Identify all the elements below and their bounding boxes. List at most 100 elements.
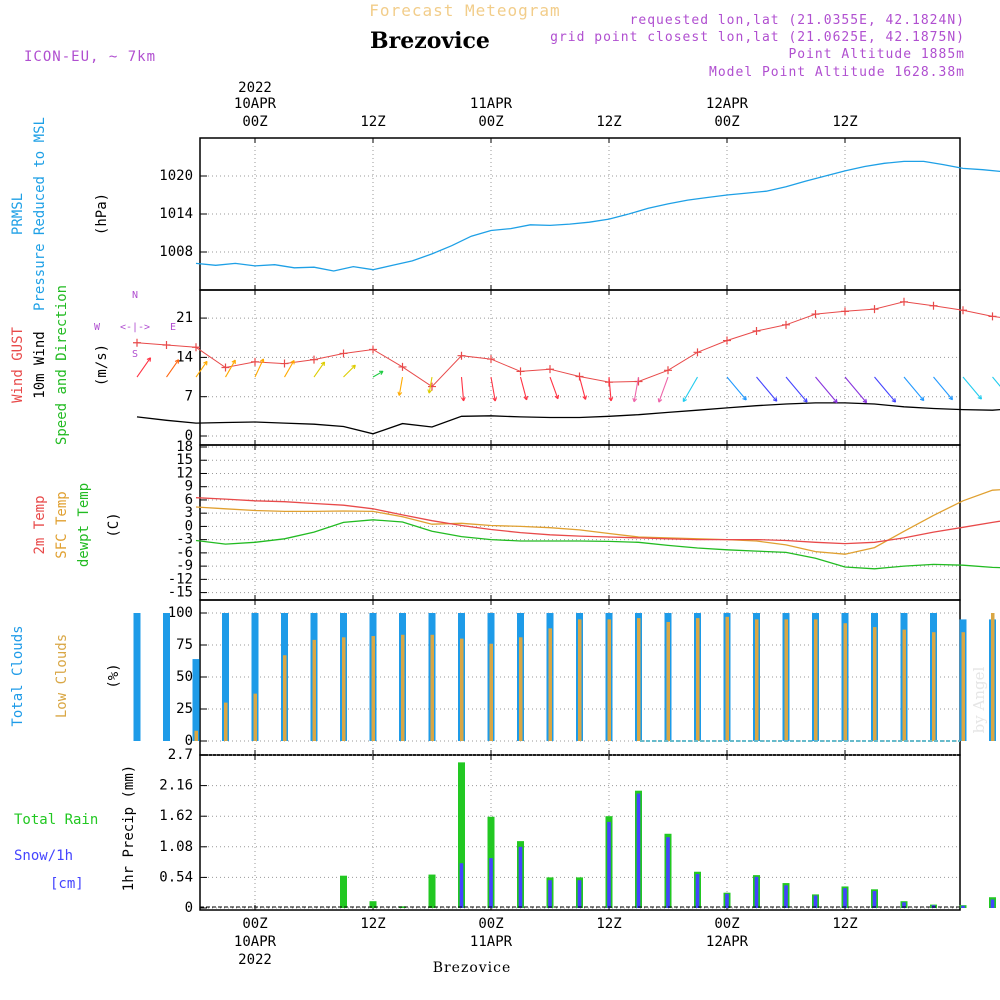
temperature-ytick-label: -6 [176, 545, 193, 561]
precip-ytick-label: 0.54 [159, 869, 193, 885]
wind-arrow [992, 376, 1000, 387]
snow-bar [695, 874, 700, 908]
rain-bar [399, 906, 406, 908]
compass-n: N [132, 290, 138, 301]
bottom-hour-label: 00Z [714, 916, 739, 932]
wind-arrow [933, 376, 954, 401]
temperature-ytick-label: 0 [185, 518, 193, 534]
low-cloud-bar [755, 619, 759, 741]
cloud-unit: (%) [106, 663, 122, 688]
wind-ylabel-1: 10m Wind [32, 331, 48, 398]
pressure-line [195, 160, 1000, 272]
time-axis-bottom: 00Z 10APR 2022 12Z 00Z 11APR 12Z 00Z 12APR 12Z [234, 916, 858, 968]
low-cloud-bar [637, 618, 641, 741]
wind-arrow [903, 376, 925, 402]
precip-ytick-label: 0 [185, 900, 193, 916]
wind-ytick-label: 21 [176, 310, 193, 326]
precip-ytick-label: 2.16 [159, 778, 193, 794]
snow-bar [843, 888, 847, 908]
wind-gust-point [929, 301, 938, 310]
temperature-ytick-label: -15 [168, 585, 193, 601]
temp-unit: (C) [106, 512, 122, 537]
low-cloud-bar [430, 634, 434, 741]
wind-arrow [785, 376, 808, 403]
snow-bar [666, 837, 670, 908]
top-date-label: 10APR [234, 96, 277, 112]
total-cloud-bar [192, 659, 200, 741]
wind-ylabel-0: Wind GUST [10, 327, 26, 403]
top-hour-label: 12Z [360, 114, 385, 130]
wind-gust-point [516, 367, 525, 376]
wind-arrow [460, 376, 466, 402]
temperature-ytick-label: 15 [176, 452, 193, 468]
temp-ylabel-1: SFC Temp [54, 491, 70, 558]
wind-gust-point [221, 363, 230, 372]
total-cloud-bar [133, 613, 141, 741]
compass-w: W [94, 322, 101, 333]
dewpt-line [195, 519, 1000, 570]
bottom-hour-label: 12Z [596, 916, 621, 932]
wind-ytick-label: 0 [185, 428, 193, 444]
bottom-date-label: 10APR [234, 934, 277, 950]
low-cloud-bar [312, 639, 316, 741]
snow-bar [725, 893, 729, 908]
wind-arrow [372, 370, 384, 378]
wind-arrow [136, 357, 152, 378]
temp-ylabel-2: dewpt Temp [76, 483, 92, 567]
precip-unit: 1hr Precip (mm) [121, 765, 137, 891]
wind-gust-point [457, 351, 466, 360]
wind-gust-point [575, 372, 584, 381]
point-altitude: Point Altitude 1885m [788, 47, 965, 62]
snow-bar [990, 899, 995, 908]
wind-frame [199, 289, 961, 446]
snow-bar [902, 902, 906, 908]
snow-bar [548, 880, 552, 908]
rain-bar [340, 875, 347, 908]
low-cloud-bar [253, 693, 257, 741]
watermark: by Angel [970, 666, 988, 733]
wind-ylabel-2: Speed and Direction [54, 285, 70, 445]
wind-arrow [756, 376, 778, 402]
low-cloud-bar [548, 628, 552, 741]
temperature-ytick-label: 12 [176, 465, 193, 481]
low-cloud-bar [194, 730, 198, 741]
total-cloud-bar [163, 613, 170, 741]
snow-bar [961, 905, 965, 908]
wind-arrow [657, 376, 669, 403]
pressure-ylabel-0: PRMSL [10, 193, 26, 235]
compass-e: E [170, 322, 176, 333]
wind-gust-point [900, 297, 908, 306]
bottom-hour-label: 12Z [832, 916, 857, 932]
snow-bar [813, 895, 818, 908]
model-altitude: Model Point Altitude 1628.38m [709, 65, 965, 80]
wind-ytick-label: 14 [176, 349, 193, 365]
wind-arrow [844, 376, 868, 404]
cloud-ylabel-0: Total Clouds [10, 625, 26, 726]
wind-arrow [962, 376, 983, 400]
wind-arrow [254, 358, 265, 378]
wind-gust-point [841, 307, 849, 316]
footer-location: Brezovice [433, 960, 512, 976]
wind-arrow [427, 376, 433, 394]
wind-gust-point [664, 366, 672, 375]
pressure-panel: 1008 1014 1020 PRMSL Pressure Reduced to MSL… [10, 117, 1000, 311]
model-label: ICON-EU, ~ 7km [24, 49, 156, 65]
t2m-line [195, 497, 1000, 545]
snow-bar [489, 858, 493, 908]
snow-unit-label: [cm] [50, 876, 84, 892]
rain-bar [428, 874, 436, 908]
wind-gust-point [398, 362, 407, 371]
pressure-ylabel-1: Pressure Reduced to MSL [32, 117, 48, 311]
bottom-hour-label: 00Z [242, 916, 267, 932]
low-cloud-bar [843, 623, 847, 741]
low-cloud-bar [519, 637, 523, 741]
top-hour-label: 00Z [478, 114, 503, 130]
wind-arrow [682, 376, 698, 403]
snow-bar [872, 891, 877, 908]
top-hour-label: 00Z [242, 114, 267, 130]
wind-arrow [578, 376, 587, 400]
low-cloud-bar [401, 634, 405, 741]
clouds-ytick-label: 50 [176, 669, 193, 685]
low-cloud-bar [283, 655, 287, 741]
